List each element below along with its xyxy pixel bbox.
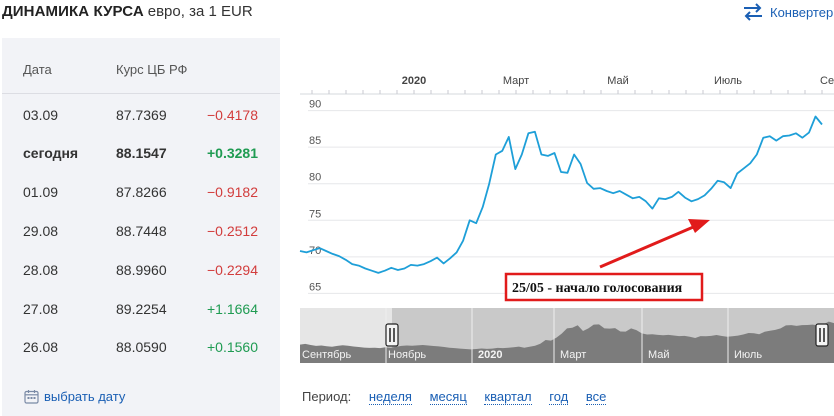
pick-date-button[interactable]: выбрать дату [24,389,125,404]
y-tick-label: 80 [309,172,321,184]
period-month-button[interactable]: месяц [429,389,467,405]
row-date: 29.08 [23,223,59,239]
rate-chart: 2020 Март Май Июль Се 65 70 75 80 85 90 25/05 - н… [282,56,834,363]
title-sub: евро, за 1 EUR [147,3,253,20]
period-quarter-button[interactable]: квартал [484,389,532,405]
pick-date-label: выбрать дату [44,389,126,404]
top-axis-label: Март [503,75,529,87]
navigator-label: Июль [734,349,762,361]
row-change: −0.2294 [207,262,258,278]
table-header: Дата Курс ЦБ РФ [2,38,280,94]
row-date: 03.09 [23,107,59,123]
table-row: 01.09 87.8266 −0.9182 [2,173,280,211]
y-tick-label: 90 [309,99,321,111]
chart-container: 2020 Март Май Июль Се 65 70 75 80 85 90 25/05 - н… [282,56,834,366]
row-date: 26.08 [23,339,59,355]
navigator-label: Сентябрь [302,349,352,361]
navigator-label: 2020 [478,349,502,361]
y-tick-label: 75 [309,208,321,220]
top-axis-label: 2020 [402,75,426,87]
row-date: 27.08 [23,301,59,317]
top-axis-label: Июль [714,75,742,87]
row-rate: 87.8266 [116,184,167,200]
table-row: 28.08 88.9960 −0.2294 [2,251,280,289]
annotation-text: 25/05 - начало голосования [512,281,683,296]
top-axis-label: Май [607,75,629,87]
column-date: Дата [23,62,52,77]
row-change: +0.1560 [207,339,258,355]
row-rate: 88.7448 [116,223,167,239]
period-week-button[interactable]: неделя [368,389,412,405]
table-row: 03.09 87.7369 −0.4178 [2,96,280,134]
row-date: сегодня [23,145,79,161]
column-rate: Курс ЦБ РФ [116,62,188,77]
row-change: −0.4178 [207,107,258,123]
calendar-icon [24,390,39,404]
converter-label: Конвертер [770,4,834,20]
row-rate: 88.1547 [116,145,167,161]
y-tick-label: 85 [309,135,321,147]
table-row: 27.08 89.2254 +1.1664 [2,290,280,328]
title-main: ДИНАМИКА КУРСА [2,3,144,20]
row-change: −0.2512 [207,223,258,239]
period-selector: Период: неделя месяц квартал год все [302,389,607,405]
navigator-label: Май [648,349,670,361]
converter-link[interactable]: Конвертер [742,2,833,22]
annotation-box [504,272,704,302]
period-all-button[interactable]: все [585,389,607,405]
row-rate: 87.7369 [116,107,167,123]
navigator-label: Ноябрь [388,349,426,361]
row-change: −0.9182 [207,184,258,200]
row-rate: 88.9960 [116,262,167,278]
period-label: Период: [302,389,352,404]
row-date: 01.09 [23,184,59,200]
navigator-label: Март [560,349,586,361]
table-row: 29.08 88.7448 −0.2512 [2,212,280,250]
row-rate: 88.0590 [116,339,167,355]
row-date: 28.08 [23,262,59,278]
navigator-area [300,321,834,363]
top-axis-label: Се [820,75,834,87]
navigator-handle-right[interactable] [815,323,829,347]
table-row: сегодня 88.1547 +0.3281 [2,134,280,172]
period-year-button[interactable]: год [549,389,569,405]
swap-arrows-icon [744,3,762,21]
annotation-arrow-head [688,219,710,233]
rates-table: Дата Курс ЦБ РФ 03.09 87.7369 −0.4178 сегод… [2,38,280,416]
page-title: ДИНАМИКА КУРСА евро, за 1 EUR [2,3,253,20]
row-change: +0.3281 [207,145,258,161]
navigator-handle-left[interactable] [385,323,399,347]
y-tick-label: 65 [309,281,321,293]
series-line [299,115,823,274]
row-change: +1.1664 [207,301,258,317]
row-rate: 89.2254 [116,301,167,317]
annotation-arrow-line [599,223,699,269]
y-tick-label: 70 [309,245,321,257]
table-row: 26.08 88.0590 +0.1560 [2,328,280,366]
